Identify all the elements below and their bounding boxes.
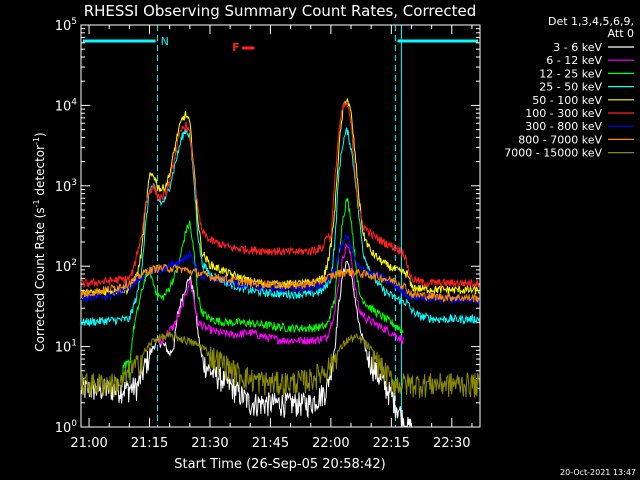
legend-label: 6 - 12 keV [546,54,602,67]
x-tick-label: 21:00 [70,436,107,451]
legend-label: 25 - 50 keV [539,81,602,94]
legend-label: 3 - 6 keV [553,41,602,54]
series-layer [80,98,480,427]
x-tick-label: 21:15 [131,436,168,451]
series-line [120,198,404,384]
series-line [157,242,404,346]
axes: 100 101 102 103 104 105 21:00 21:15 21:30 21:45 22… [55,17,481,451]
legend-label: 100 - 300 keV [525,107,602,120]
series-line [80,331,480,399]
legend-header: Att 0 [608,27,634,40]
series-line [80,260,412,427]
x-tick-label: 21:30 [191,436,228,451]
y-tick-label: 105 [55,17,77,34]
flare-annotation: F [232,41,240,54]
series-line [80,101,480,289]
x-tick-label: 22:00 [312,436,349,451]
x-tick-label: 22:15 [373,436,410,451]
series-line [80,263,480,303]
night-periods [83,25,478,427]
series-line [80,234,480,305]
y-tick-label: 104 [55,97,78,114]
legend-label: 300 - 800 keV [525,120,602,133]
series-line [80,98,480,300]
legend-label: 7000 - 15000 keV [504,147,602,160]
timestamp: 20-Oct-2021 13:47 [560,468,636,477]
plot-frame [80,24,481,428]
legend-label: 12 - 25 keV [539,67,602,80]
night-annotation: N [161,35,169,48]
x-axis-label: Start Time (26-Sep-05 20:58:42) [174,457,385,472]
y-tick-label: 100 [55,419,78,436]
y-tick-label: 102 [55,258,77,275]
legend-header: Det 1,3,4,5,6,9, [548,15,634,28]
y-axis-label: Corrected Count Rate (s-1 detector-1) [32,132,47,351]
x-tick-label: 21:45 [252,436,289,451]
y-tick-label: 101 [55,339,77,356]
legend-label: 800 - 7000 keV [518,133,602,146]
legend-label: 50 - 100 keV [532,94,602,107]
y-tick-label: 103 [55,178,77,195]
x-tick-label: 22:30 [433,436,470,451]
chart-title: RHESSI Observing Summary Count Rates, Co… [84,2,477,20]
